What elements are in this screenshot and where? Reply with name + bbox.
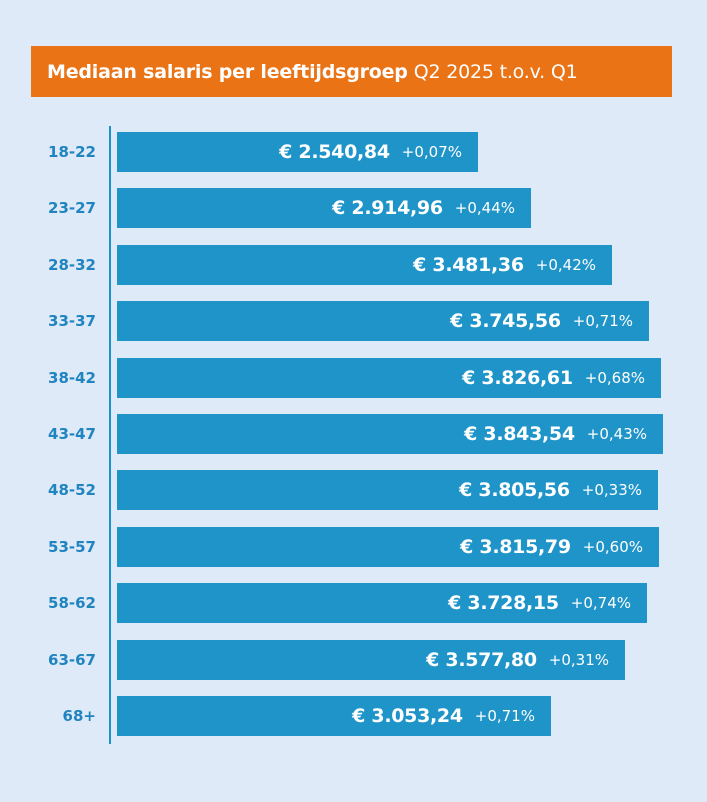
- category-label: 18-22: [48, 143, 96, 161]
- bar-row-3: 33-37 € 3.745,56 +0,71%: [0, 301, 707, 342]
- bar: € 2.540,84 +0,07%: [117, 132, 478, 172]
- bar-change-label: +0,71%: [474, 707, 535, 725]
- bar-value-label: € 3.805,56: [459, 479, 570, 502]
- bar: € 3.815,79 +0,60%: [117, 526, 659, 567]
- bar: € 3.728,15 +0,74%: [117, 583, 647, 624]
- bar: € 2.914,96 +0,44%: [117, 188, 531, 229]
- bar-change-label: +0,07%: [401, 143, 462, 161]
- y-axis-line: [109, 126, 111, 744]
- category-label: 38-42: [48, 368, 96, 387]
- bar-value-label: € 3.728,15: [448, 592, 559, 615]
- bar-change-label: +0,43%: [586, 425, 647, 443]
- category-label: 63-67: [48, 650, 96, 669]
- bar: € 3.481,36 +0,42%: [117, 244, 612, 285]
- bar-value-label: € 3.843,54: [464, 423, 575, 445]
- category-label: 58-62: [48, 594, 96, 613]
- bar: € 3.843,54 +0,43%: [117, 414, 663, 454]
- bar: € 3.826,61 +0,68%: [117, 357, 661, 398]
- chart-title-period: Q2 2025 t.o.v. Q1: [413, 60, 578, 83]
- category-label: 23-27: [48, 199, 96, 218]
- bar-value-label: € 3.826,61: [462, 366, 573, 389]
- category-label: 53-57: [48, 537, 96, 556]
- bar-row-0: 18-22 € 2.540,84 +0,07%: [0, 132, 707, 172]
- bar-change-label: +0,68%: [584, 368, 645, 387]
- bar-value-label: € 2.914,96: [332, 197, 443, 220]
- bar-row-4: 38-42 € 3.826,61 +0,68%: [0, 357, 707, 398]
- bar-row-6: 48-52 € 3.805,56 +0,33%: [0, 470, 707, 511]
- bar-value-label: € 2.540,84: [279, 141, 390, 163]
- category-label: 28-32: [48, 255, 96, 274]
- bar-change-label: +0,31%: [548, 650, 609, 669]
- bar-change-label: +0,44%: [454, 199, 515, 218]
- category-label: 43-47: [48, 425, 96, 443]
- bar: € 3.805,56 +0,33%: [117, 470, 658, 511]
- category-label: 33-37: [48, 312, 96, 331]
- bar-row-5: 43-47 € 3.843,54 +0,43%: [0, 414, 707, 454]
- bar-value-label: € 3.053,24: [352, 705, 463, 727]
- bar-value-label: € 3.481,36: [413, 253, 524, 276]
- bar-row-8: 58-62 € 3.728,15 +0,74%: [0, 583, 707, 624]
- chart-title: Mediaan salaris per leeftijdsgroep Q2 20…: [31, 46, 672, 97]
- category-label: 48-52: [48, 481, 96, 500]
- bar-row-1: 23-27 € 2.914,96 +0,44%: [0, 188, 707, 229]
- bar-value-label: € 3.815,79: [460, 535, 571, 558]
- bar-row-7: 53-57 € 3.815,79 +0,60%: [0, 526, 707, 567]
- bar-change-label: +0,71%: [572, 312, 633, 331]
- bar-row-10: 68+ € 3.053,24 +0,71%: [0, 696, 707, 736]
- bar: € 3.053,24 +0,71%: [117, 696, 551, 736]
- bar: € 3.745,56 +0,71%: [117, 301, 649, 342]
- bar-change-label: +0,33%: [581, 481, 642, 500]
- bar-row-9: 63-67 € 3.577,80 +0,31%: [0, 639, 707, 680]
- bar-change-label: +0,74%: [570, 594, 631, 613]
- bar-value-label: € 3.577,80: [426, 648, 537, 671]
- bar-change-label: +0,42%: [535, 255, 596, 274]
- bar-row-2: 28-32 € 3.481,36 +0,42%: [0, 244, 707, 285]
- bar-value-label: € 3.745,56: [450, 310, 561, 333]
- bar: € 3.577,80 +0,31%: [117, 639, 625, 680]
- bar-change-label: +0,60%: [582, 537, 643, 556]
- category-label: 68+: [62, 707, 96, 725]
- chart-title-bold: Mediaan salaris per leeftijdsgroep: [47, 60, 408, 83]
